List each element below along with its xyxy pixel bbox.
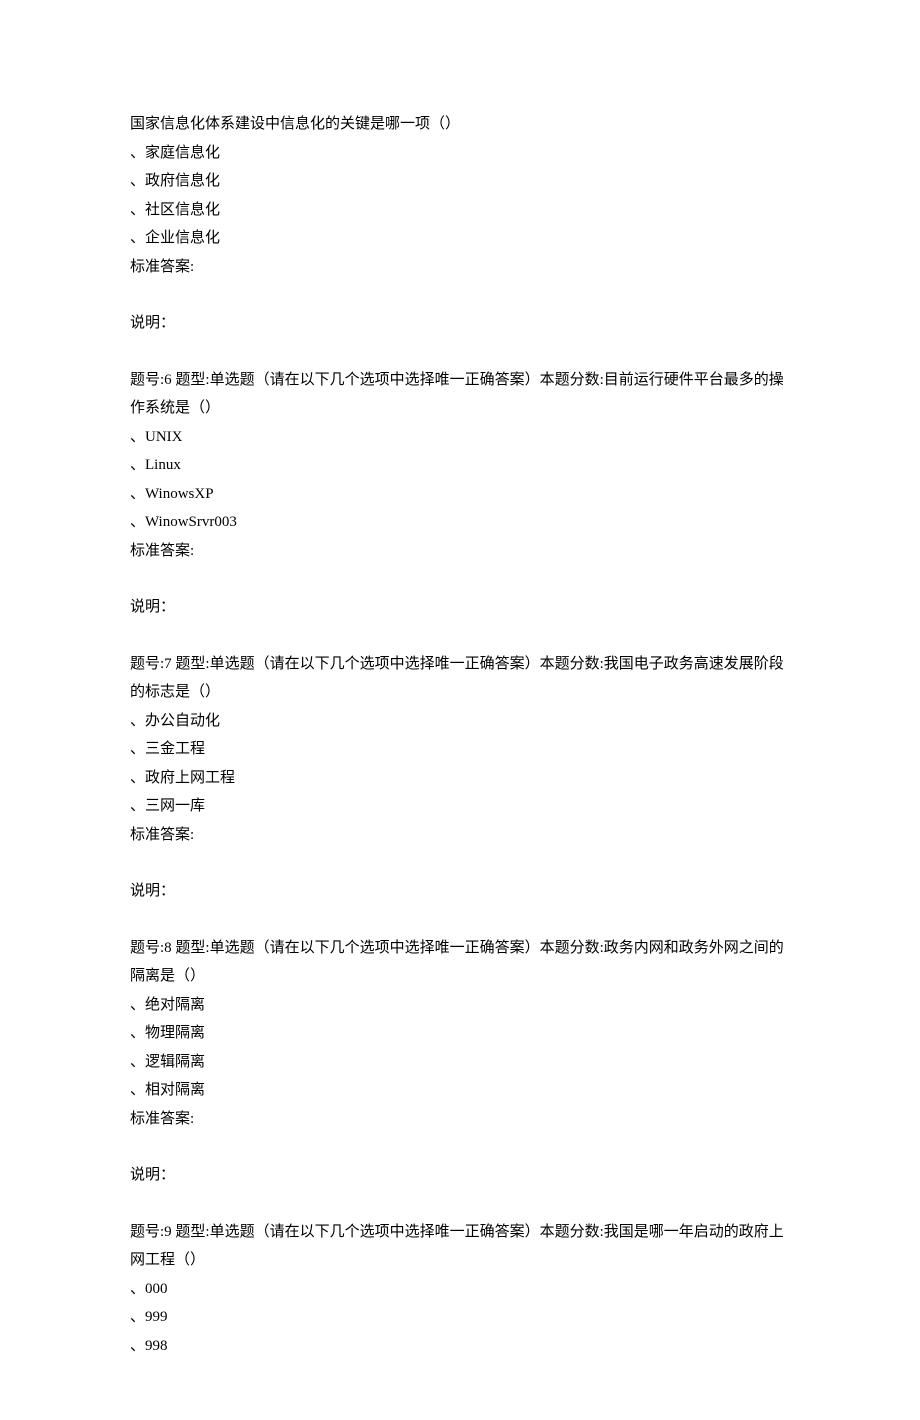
question-stem: 国家信息化体系建设中信息化的关键是哪一项（） <box>130 110 790 139</box>
explanation-label: 说明： <box>130 1161 790 1190</box>
option-a: 、UNIX <box>130 423 790 452</box>
option-c: 、998 <box>130 1332 790 1361</box>
option-b: 、物理隔离 <box>130 1019 790 1048</box>
option-a: 、000 <box>130 1275 790 1304</box>
question-9: 题号:9 题型:单选题（请在以下几个选项中选择唯一正确答案）本题分数:我国是哪一… <box>130 1218 790 1361</box>
explanation-label: 说明： <box>130 593 790 622</box>
standard-answer-label: 标准答案: <box>130 821 790 850</box>
explanation-label: 说明： <box>130 877 790 906</box>
option-b: 、政府信息化 <box>130 167 790 196</box>
option-c: 、WinowsXP <box>130 480 790 509</box>
option-d: 、企业信息化 <box>130 224 790 253</box>
option-b: 、999 <box>130 1303 790 1332</box>
option-b: 、三金工程 <box>130 735 790 764</box>
option-a: 、办公自动化 <box>130 707 790 736</box>
question-header: 题号:7 题型:单选题（请在以下几个选项中选择唯一正确答案）本题分数:我国电子政… <box>130 650 790 707</box>
question-7: 题号:7 题型:单选题（请在以下几个选项中选择唯一正确答案）本题分数:我国电子政… <box>130 650 790 906</box>
option-c: 、逻辑隔离 <box>130 1048 790 1077</box>
option-b: 、Linux <box>130 451 790 480</box>
option-d: 、WinowSrvr003 <box>130 508 790 537</box>
standard-answer-label: 标准答案: <box>130 537 790 566</box>
option-d: 、三网一库 <box>130 792 790 821</box>
option-a: 、家庭信息化 <box>130 139 790 168</box>
question-header: 题号:8 题型:单选题（请在以下几个选项中选择唯一正确答案）本题分数:政务内网和… <box>130 934 790 991</box>
option-d: 、相对隔离 <box>130 1076 790 1105</box>
option-a: 、绝对隔离 <box>130 991 790 1020</box>
option-c: 、社区信息化 <box>130 196 790 225</box>
standard-answer-label: 标准答案: <box>130 253 790 282</box>
question-header: 题号:6 题型:单选题（请在以下几个选项中选择唯一正确答案）本题分数:目前运行硬… <box>130 366 790 423</box>
question-header: 题号:9 题型:单选题（请在以下几个选项中选择唯一正确答案）本题分数:我国是哪一… <box>130 1218 790 1275</box>
question-5-partial: 国家信息化体系建设中信息化的关键是哪一项（） 、家庭信息化 、政府信息化 、社区… <box>130 110 790 338</box>
option-c: 、政府上网工程 <box>130 764 790 793</box>
question-8: 题号:8 题型:单选题（请在以下几个选项中选择唯一正确答案）本题分数:政务内网和… <box>130 934 790 1190</box>
explanation-label: 说明： <box>130 309 790 338</box>
standard-answer-label: 标准答案: <box>130 1105 790 1134</box>
question-6: 题号:6 题型:单选题（请在以下几个选项中选择唯一正确答案）本题分数:目前运行硬… <box>130 366 790 622</box>
